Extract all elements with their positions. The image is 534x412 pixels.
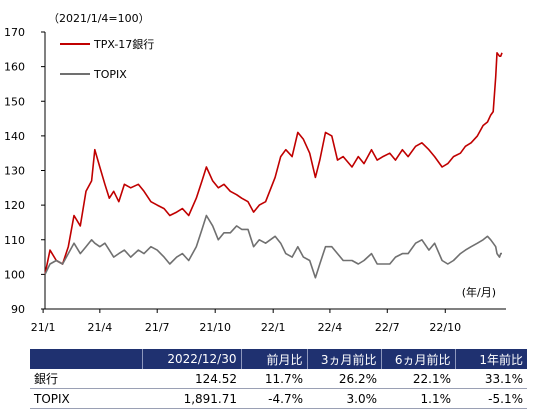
table-cell: 33.1% [455,369,527,389]
table-cell: 1.1% [381,388,455,409]
y-tick-label: 110 [4,234,25,247]
legend-label: TPX-17銀行 [93,37,154,51]
table-cell: 1,891.71 [142,388,241,409]
line-chart: 90 100 110 120 130 140 150 160 170 21/1 21/4 21/7 21… [4,12,506,334]
table-cell: 3.0% [307,388,381,409]
y-tick-label: 120 [4,199,25,212]
table-header-row: 2022/12/30 前月比 3ヵ月前比 6ヵ月前比 1年前比 [30,349,527,369]
y-tick-label: 150 [4,95,25,108]
table-cell: -5.1% [455,388,527,409]
series-line-topix [44,214,502,279]
table-header-cell: 2022/12/30 [142,349,242,369]
table-header-cell: 1年前比 [455,349,527,369]
x-tick-label: 22/4 [318,321,343,334]
performance-table: 2022/12/30 前月比 3ヵ月前比 6ヵ月前比 1年前比 銀行 124.5… [30,349,527,409]
y-tick-label: 140 [4,130,25,143]
x-tick-label: 22/1 [261,321,286,334]
table-header-cell: 前月比 [241,349,308,369]
series-line-bank [44,51,503,275]
x-tick-label: 22/7 [375,321,400,334]
x-tick-label: 21/7 [145,321,170,334]
table-cell: -4.7% [241,388,307,409]
x-tick-label: 21/10 [199,321,231,334]
table-cell: TOPIX [30,388,142,409]
x-tick-label: 22/10 [429,321,461,334]
table-row: TOPIX 1,891.71 -4.7% 3.0% 1.1% -5.1% [30,388,527,409]
table-cell: 11.7% [241,369,307,389]
table-header-cell: 6ヵ月前比 [381,349,456,369]
y-tick-label: 170 [4,26,25,39]
table-row: 銀行 124.52 11.7% 26.2% 22.1% 33.1% [30,369,527,389]
table-cell: 124.52 [142,369,241,389]
y-tick-label: 130 [4,165,25,178]
x-tick-label: 21/1 [31,321,56,334]
unit-note: （2021/1/4=100） [48,12,150,25]
x-tick-label: 21/4 [87,321,112,334]
y-tick-label: 100 [4,268,25,281]
y-tick-label: 90 [11,303,25,316]
table-cell: 銀行 [30,369,142,389]
table-header-cell [30,349,143,369]
table-cell: 22.1% [381,369,455,389]
y-tick-label: 160 [4,61,25,74]
x-unit-label: (年/月) [462,285,496,299]
table-cell: 26.2% [307,369,381,389]
table-header-cell: 3ヵ月前比 [307,349,382,369]
legend-label: TOPIX [93,68,127,81]
